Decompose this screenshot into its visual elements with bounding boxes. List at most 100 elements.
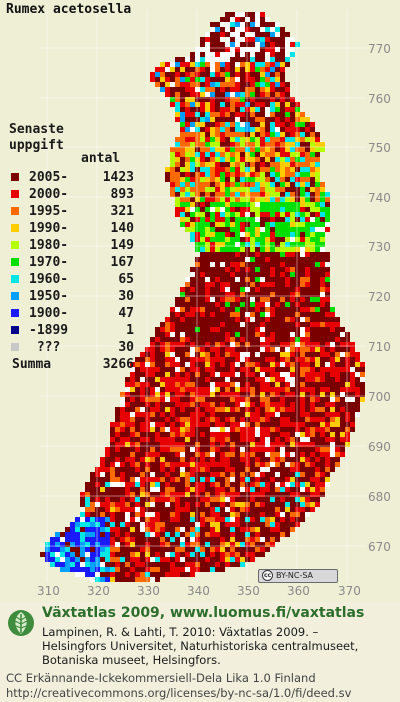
grid-cell — [290, 477, 295, 482]
grid-cell — [295, 172, 300, 177]
grid-cell — [85, 542, 90, 547]
grid-cell — [210, 267, 215, 272]
grid-cell — [275, 177, 280, 182]
grid-cell — [170, 167, 175, 172]
grid-cell — [275, 142, 280, 147]
grid-cell — [135, 462, 140, 467]
grid-cell — [250, 402, 255, 407]
grid-cell — [100, 512, 105, 517]
grid-cell — [285, 122, 290, 127]
grid-cell — [270, 287, 275, 292]
grid-cell — [210, 182, 215, 187]
grid-cell — [275, 382, 280, 387]
grid-cell — [330, 427, 335, 432]
grid-cell — [175, 427, 180, 432]
grid-cell — [105, 482, 110, 487]
grid-cell — [200, 527, 205, 532]
grid-cell — [120, 452, 125, 457]
grid-cell — [265, 512, 270, 517]
grid-cell — [185, 292, 190, 297]
grid-cell — [125, 447, 130, 452]
grid-cell — [200, 182, 205, 187]
grid-cell — [160, 397, 165, 402]
grid-cell — [140, 497, 145, 502]
grid-cell — [155, 327, 160, 332]
grid-cell — [160, 82, 165, 87]
grid-cell — [120, 532, 125, 537]
grid-cell — [180, 192, 185, 197]
grid-cell — [110, 562, 115, 567]
grid-cell — [230, 457, 235, 462]
grid-cell — [210, 242, 215, 247]
grid-cell — [245, 12, 250, 17]
grid-cell — [205, 332, 210, 337]
grid-cell — [310, 267, 315, 272]
grid-cell — [200, 422, 205, 427]
grid-cell — [195, 497, 200, 502]
grid-cell — [190, 387, 195, 392]
grid-cell — [220, 387, 225, 392]
grid-cell — [275, 237, 280, 242]
grid-cell — [325, 362, 330, 367]
grid-cell — [210, 97, 215, 102]
grid-cell — [135, 532, 140, 537]
grid-cell — [105, 462, 110, 467]
grid-cell — [235, 392, 240, 397]
grid-cell — [120, 517, 125, 522]
grid-cell — [240, 132, 245, 137]
grid-cell — [125, 557, 130, 562]
grid-cell — [315, 497, 320, 502]
grid-cell — [155, 532, 160, 537]
grid-cell — [170, 572, 175, 577]
grid-cell — [225, 52, 230, 57]
grid-cell — [230, 17, 235, 22]
grid-cell — [200, 157, 205, 162]
grid-cell — [285, 252, 290, 257]
license-url[interactable]: http://creativecommons.org/licenses/by-n… — [6, 686, 352, 700]
grid-cell — [260, 262, 265, 267]
grid-cell — [205, 447, 210, 452]
grid-cell — [345, 352, 350, 357]
grid-cell — [205, 217, 210, 222]
grid-cell — [225, 307, 230, 312]
grid-cell — [265, 547, 270, 552]
grid-cell — [220, 267, 225, 272]
grid-cell — [330, 417, 335, 422]
grid-cell — [215, 267, 220, 272]
grid-cell — [180, 82, 185, 87]
grid-cell — [280, 482, 285, 487]
grid-cell — [190, 417, 195, 422]
grid-cell — [205, 367, 210, 372]
grid-cell — [240, 297, 245, 302]
cc-license-badge[interactable]: cc BY-NC-SA — [258, 569, 338, 583]
grid-cell — [245, 17, 250, 22]
grid-cell — [245, 287, 250, 292]
grid-cell — [235, 42, 240, 47]
grid-cell — [250, 32, 255, 37]
grid-cell — [185, 202, 190, 207]
grid-cell — [225, 267, 230, 272]
grid-cell — [245, 542, 250, 547]
grid-cell — [200, 407, 205, 412]
grid-cell — [215, 192, 220, 197]
grid-cell — [310, 432, 315, 437]
grid-cell — [290, 367, 295, 372]
grid-cell — [285, 432, 290, 437]
grid-cell — [235, 182, 240, 187]
grid-cell — [295, 367, 300, 372]
grid-cell — [240, 367, 245, 372]
grid-cell — [225, 67, 230, 72]
grid-cell — [225, 172, 230, 177]
grid-cell — [235, 447, 240, 452]
grid-cell — [200, 512, 205, 517]
grid-cell — [295, 352, 300, 357]
grid-cell — [345, 387, 350, 392]
grid-cell — [260, 162, 265, 167]
grid-cell — [320, 312, 325, 317]
grid-cell — [220, 107, 225, 112]
grid-cell — [325, 402, 330, 407]
grid-cell — [260, 277, 265, 282]
grid-cell — [175, 552, 180, 557]
grid-cell — [230, 557, 235, 562]
grid-cell — [235, 492, 240, 497]
